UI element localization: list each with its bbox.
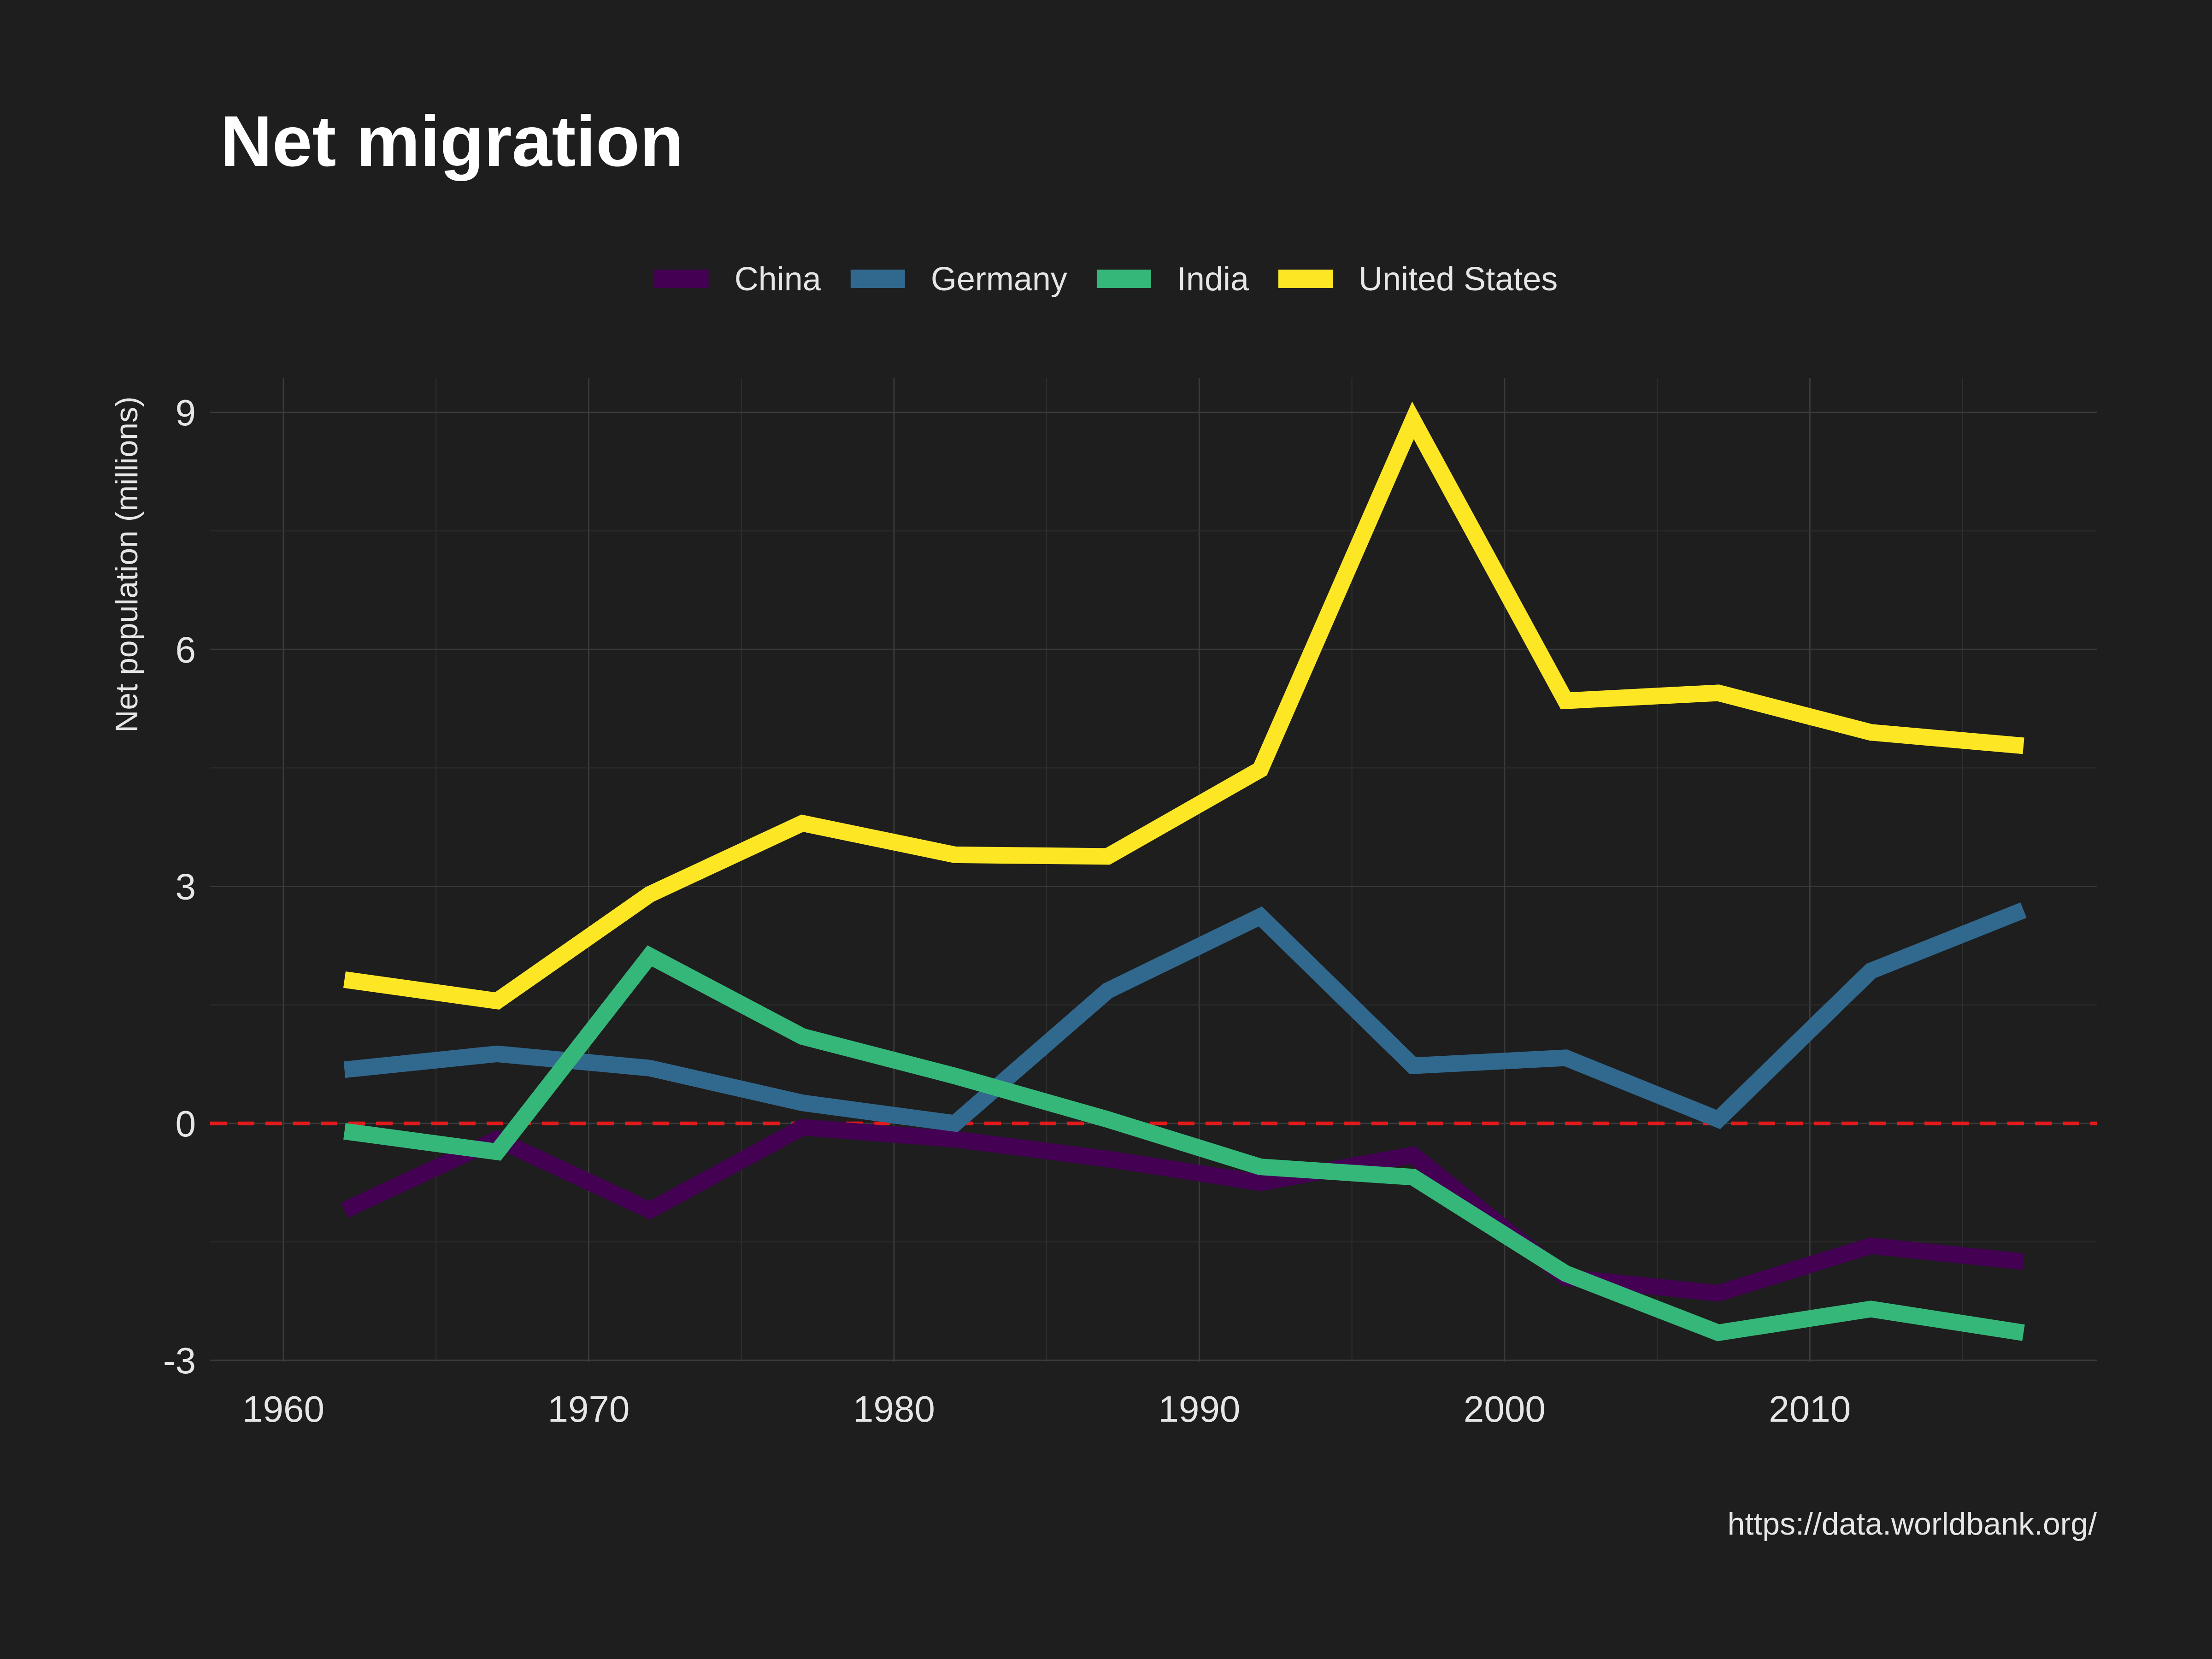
y-tick-label: 6 [176,629,196,670]
legend-item-germany: Germany [850,261,1067,298]
x-tick-label: 2010 [1769,1388,1851,1430]
y-tick-label: 3 [176,866,196,907]
legend-item-india: India [1096,261,1249,298]
legend-key [1278,270,1333,288]
y-tick-label: 9 [176,392,196,433]
x-tick-label: 1980 [853,1388,935,1430]
x-tick-label: 1990 [1158,1388,1240,1430]
x-tick-label: 1960 [242,1388,324,1430]
legend-key [1096,270,1151,288]
legend-label: United States [1359,261,1558,298]
y-tick-label: 0 [176,1103,196,1144]
series-line-india [343,945,2025,1341]
legend-label: India [1177,261,1249,298]
legend-label: Germany [931,261,1067,298]
grid [210,378,2097,1362]
legend-key [654,270,709,288]
chart-title: Net migration [220,101,683,182]
legend-label: China [735,261,822,298]
x-tick-label: 1970 [547,1388,629,1430]
legend-key [850,270,905,288]
x-axis-ticks: 1960 1970 1980 1990 2000 2010 [242,1388,1851,1430]
y-axis-ticks: -3 0 3 6 9 [163,392,196,1381]
series-line-germany [343,902,2027,1132]
legend-item-united-states: United States [1278,261,1558,298]
legend-item-china: China [654,261,822,298]
y-axis-label: Net population (millions) [109,396,144,732]
series-lines [341,401,2027,1341]
series-line-united-states [343,401,2024,1010]
source-caption: https://data.worldbank.org/ [1728,1506,2097,1541]
x-tick-label: 2000 [1464,1388,1546,1430]
legend: China Germany India United States [654,261,1558,298]
y-tick-label: -3 [163,1340,196,1381]
series-line-china [341,1118,2024,1302]
